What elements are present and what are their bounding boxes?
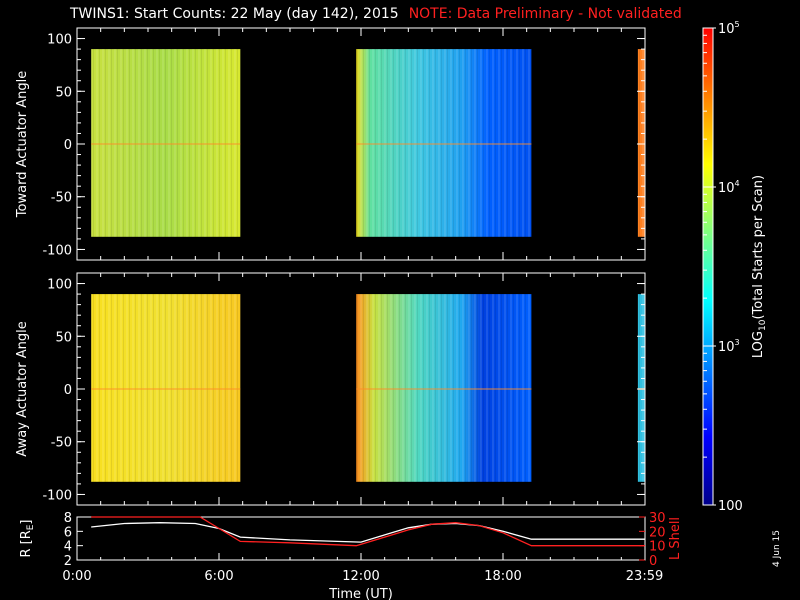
orbit-panel-frame bbox=[76, 516, 646, 561]
left-tick-label: 2 bbox=[64, 554, 72, 569]
zero-angle-band-2 bbox=[356, 388, 532, 390]
x-tick-label: 0:00 bbox=[62, 569, 91, 584]
x-tick-label: 23:59 bbox=[626, 569, 663, 584]
y-axis-label: Toward Actuator Angle bbox=[15, 71, 30, 218]
y-tick-label: 50 bbox=[55, 330, 72, 345]
zero-angle-band-2 bbox=[356, 143, 532, 145]
left-tick-label: 6 bbox=[64, 525, 72, 540]
left-axis-label: R [RE] bbox=[19, 519, 36, 557]
heatmap-panel-1: -100 -50 0 50 100 Toward Actuator Angle bbox=[15, 27, 646, 261]
series-line-2 bbox=[91, 516, 645, 547]
y-tick-label: -50 bbox=[51, 436, 72, 451]
data-block-texture-3 bbox=[637, 49, 645, 237]
title-note: NOTE: Data Preliminary - Not validated bbox=[408, 6, 682, 22]
right-tick-label: 30 bbox=[649, 511, 666, 526]
x-tick-label: 12:00 bbox=[342, 569, 379, 584]
data-block-texture-1 bbox=[91, 294, 241, 482]
colorbar-tick-label: 104 bbox=[718, 179, 740, 196]
title-main: TWINS1: Start Counts: 22 May (day 142), … bbox=[70, 6, 399, 22]
data-block-texture-3 bbox=[637, 294, 645, 482]
y-tick-label: -100 bbox=[42, 488, 72, 503]
series-line-1 bbox=[91, 522, 645, 543]
colorbar-tick-label: 103 bbox=[718, 338, 740, 355]
y-axis-label: Away Actuator Angle bbox=[15, 321, 30, 456]
chart-title: TWINS1: Start Counts: 22 May (day 142), … bbox=[70, 6, 682, 22]
y-tick-label: -50 bbox=[51, 191, 72, 206]
left-tick-label: 8 bbox=[64, 511, 72, 526]
right-tick-label: 0 bbox=[649, 554, 657, 569]
date-stamp: 4 Jun 15 bbox=[772, 530, 782, 567]
zero-angle-band-1 bbox=[91, 388, 241, 390]
y-tick-label: 100 bbox=[47, 278, 72, 293]
colorbar-tick-label: 100 bbox=[718, 499, 743, 514]
colorbar-bar bbox=[702, 27, 714, 506]
x-tick-label: 6:00 bbox=[204, 569, 233, 584]
data-block-texture-2 bbox=[356, 294, 532, 482]
y-tick-label: 100 bbox=[47, 33, 72, 48]
colorbar: 105 104 103 100 LOG10(Total Starts per Scan) bbox=[702, 20, 768, 514]
y-tick-label: 0 bbox=[64, 138, 72, 153]
x-axis-label: Time (UT) bbox=[328, 587, 393, 600]
y-tick-label: -100 bbox=[42, 243, 72, 258]
zero-angle-band-1 bbox=[91, 143, 241, 145]
x-tick-label: 18:00 bbox=[484, 569, 521, 584]
right-tick-label: 10 bbox=[649, 540, 666, 555]
y-tick-label: 0 bbox=[64, 383, 72, 398]
right-axis-label: L Shell bbox=[668, 517, 683, 560]
colorbar-label: LOG10(Total Starts per Scan) bbox=[751, 175, 768, 358]
data-block-texture-2 bbox=[356, 49, 532, 237]
right-tick-label: 20 bbox=[649, 525, 666, 540]
left-tick-label: 4 bbox=[64, 540, 72, 555]
heatmap-panel-2: -100 -50 0 50 100 Away Actuator Angle bbox=[15, 272, 646, 506]
colorbar-tick-label: 105 bbox=[718, 20, 740, 37]
data-block-texture-1 bbox=[91, 49, 241, 237]
y-tick-label: 50 bbox=[55, 85, 72, 100]
